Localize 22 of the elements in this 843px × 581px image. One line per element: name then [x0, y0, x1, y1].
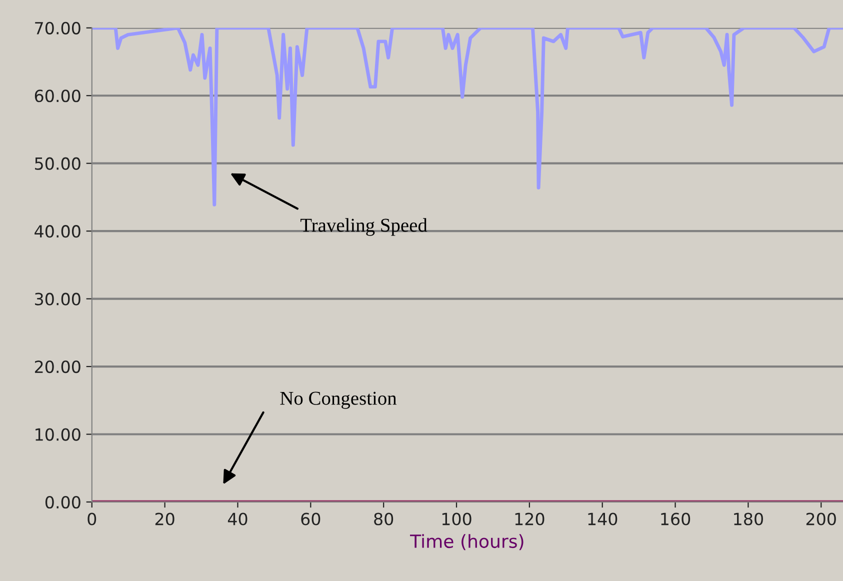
y-tick-label: 10.00: [36, 428, 80, 441]
x-tick-label: 60: [301, 512, 320, 526]
x-tick-label: 40: [228, 512, 248, 526]
y-tick-label: 20.00: [34, 360, 80, 374]
x-tick-label: 140: [588, 512, 618, 526]
y-tick-label: 30.00: [35, 292, 80, 306]
x-tick-label: 200: [806, 512, 836, 526]
y-tick-label: 70.00: [35, 22, 80, 34]
y-tick-label: 50.00: [35, 157, 80, 170]
x-tick-label: 180: [734, 512, 763, 526]
x-axis-title: Time (hours): [410, 534, 524, 550]
y-tick-label: 0.00: [45, 496, 80, 509]
x-tick-label: 20: [155, 512, 174, 526]
x-tick-label: 120: [515, 512, 544, 526]
annotation: Traveling Speed: [300, 218, 428, 236]
annotation: No Congestion: [280, 392, 397, 409]
y-tick-label: 60.00: [34, 90, 80, 102]
x-tick-label: 80: [374, 512, 394, 526]
x-tick-label: 0: [88, 512, 96, 526]
x-tick-label: 100: [442, 512, 472, 526]
x-tick-label: 160: [661, 512, 690, 526]
y-tick-label: 40.00: [34, 225, 80, 238]
